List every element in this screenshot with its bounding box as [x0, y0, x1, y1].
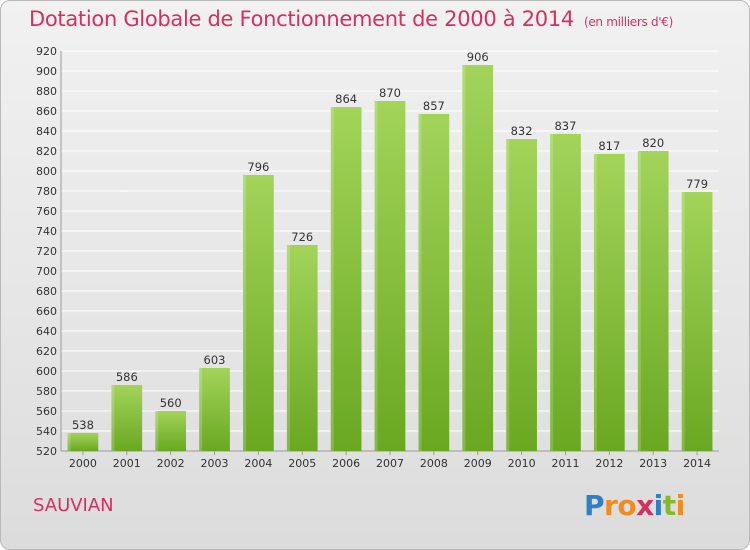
bar-value-label: 603 [204, 353, 226, 367]
logo-letter: i [653, 489, 664, 522]
y-tick-label: 900 [36, 65, 57, 78]
y-tick-label: 540 [36, 425, 57, 438]
bar [681, 192, 713, 451]
x-tick-label: 2002 [157, 457, 185, 470]
bar-highlight [330, 107, 334, 451]
y-tick-label: 660 [36, 305, 57, 318]
logo-letter: x [636, 489, 654, 522]
y-tick-label: 720 [36, 245, 57, 258]
bar-value-label: 779 [686, 177, 708, 191]
x-tick-label: 2004 [244, 457, 272, 470]
bar-highlight [681, 192, 685, 451]
title-text: Dotation Globale de Fonctionnement de 20… [29, 7, 574, 31]
x-tick-label: 2006 [332, 457, 360, 470]
bar-highlight [243, 175, 247, 451]
bar-highlight [286, 245, 290, 451]
x-tick-label: 2003 [201, 457, 229, 470]
bar-value-label: 864 [335, 92, 357, 106]
commune-name: SAUVIAN [33, 495, 114, 516]
bar-value-label: 586 [116, 370, 138, 384]
logo-letter: t [662, 489, 676, 522]
y-tick-label: 800 [36, 165, 57, 178]
x-tick-label: 2013 [639, 457, 667, 470]
x-tick-label: 2000 [69, 457, 97, 470]
x-tick-label: 2011 [551, 457, 579, 470]
bar [374, 101, 406, 451]
bar-value-label: 832 [511, 124, 533, 138]
bar-highlight [506, 139, 510, 451]
bar-highlight [418, 114, 422, 451]
bar-value-label: 857 [423, 99, 445, 113]
y-tick-label: 740 [36, 225, 57, 238]
chart-subtitle: (en milliers d'€) [583, 15, 673, 29]
bar [330, 107, 362, 451]
x-tick-label: 2005 [288, 457, 316, 470]
bar-highlight [374, 101, 378, 451]
bar [286, 245, 318, 451]
bar-value-label: 870 [379, 86, 401, 100]
logo-letter: P [584, 489, 605, 522]
x-tick-label: 2012 [595, 457, 623, 470]
y-tick-label: 620 [36, 345, 57, 358]
bar [462, 65, 494, 451]
bar-value-label: 820 [642, 136, 664, 150]
chart-title: Dotation Globale de Fonctionnement de 20… [29, 7, 673, 31]
labels: 538 586 560 603 796 726 864 870 857 906 832 837 817 8… [72, 50, 708, 432]
x-tick-label: 2001 [113, 457, 141, 470]
bar-highlight [67, 433, 71, 451]
y-tick-label: 820 [36, 145, 57, 158]
y-tick-label: 760 [36, 205, 57, 218]
bar-highlight [199, 368, 203, 451]
y-tick-label: 840 [36, 125, 57, 138]
x-tick-label: 2014 [683, 457, 711, 470]
bar [155, 411, 187, 451]
logo-letter: r [604, 489, 618, 522]
bar-value-label: 796 [247, 160, 269, 174]
x-tick-label: 2010 [508, 457, 536, 470]
y-tick-label: 680 [36, 285, 57, 298]
bar-highlight [111, 385, 115, 451]
bar-highlight [593, 154, 597, 451]
bar-value-label: 837 [554, 119, 576, 133]
bar [593, 154, 625, 451]
bar [243, 175, 274, 451]
y-tick-label: 520 [36, 445, 57, 458]
bar-highlight [462, 65, 466, 451]
bar [506, 139, 537, 451]
bar [199, 368, 230, 451]
proxiti-logo[interactable]: Proxiti [584, 489, 685, 522]
x-tick-label: 2007 [376, 457, 404, 470]
y-tick-label: 700 [36, 265, 57, 278]
bar-value-label: 560 [160, 396, 182, 410]
y-tick-label: 640 [36, 325, 57, 338]
bar-value-label: 906 [467, 50, 489, 64]
bar-highlight [155, 411, 159, 451]
bar [550, 134, 581, 451]
bars [67, 65, 713, 451]
y-tick-label: 580 [36, 385, 57, 398]
y-tick-label: 560 [36, 405, 57, 418]
logo-letter: i [675, 489, 686, 522]
bar [418, 114, 450, 451]
bar-value-label: 726 [291, 230, 313, 244]
y-tick-label: 860 [36, 105, 57, 118]
y-tick-label: 880 [36, 85, 57, 98]
y-tick-label: 780 [36, 185, 57, 198]
bar [111, 385, 143, 451]
bar [637, 151, 669, 451]
logo-letter: o [617, 489, 637, 522]
x-tick-label: 2008 [420, 457, 448, 470]
axes: 520 540 560 580 600 620 640 660 680 700 720 740 760 7… [36, 45, 719, 470]
bar-highlight [637, 151, 641, 451]
bar-value-label: 817 [598, 139, 620, 153]
bar-highlight [550, 134, 554, 451]
x-tick-label: 2009 [464, 457, 492, 470]
bar [67, 433, 99, 451]
bar-value-label: 538 [72, 418, 94, 432]
y-tick-label: 600 [36, 365, 57, 378]
y-tick-label: 920 [36, 45, 57, 58]
